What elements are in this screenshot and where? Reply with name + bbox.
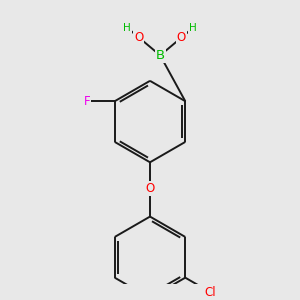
Text: Cl: Cl [204, 286, 216, 298]
Text: O: O [146, 182, 154, 195]
Text: B: B [156, 49, 165, 62]
Text: O: O [134, 31, 143, 44]
Text: H: H [189, 23, 197, 33]
Text: O: O [177, 31, 186, 44]
Text: H: H [123, 23, 131, 33]
Text: F: F [84, 95, 90, 108]
